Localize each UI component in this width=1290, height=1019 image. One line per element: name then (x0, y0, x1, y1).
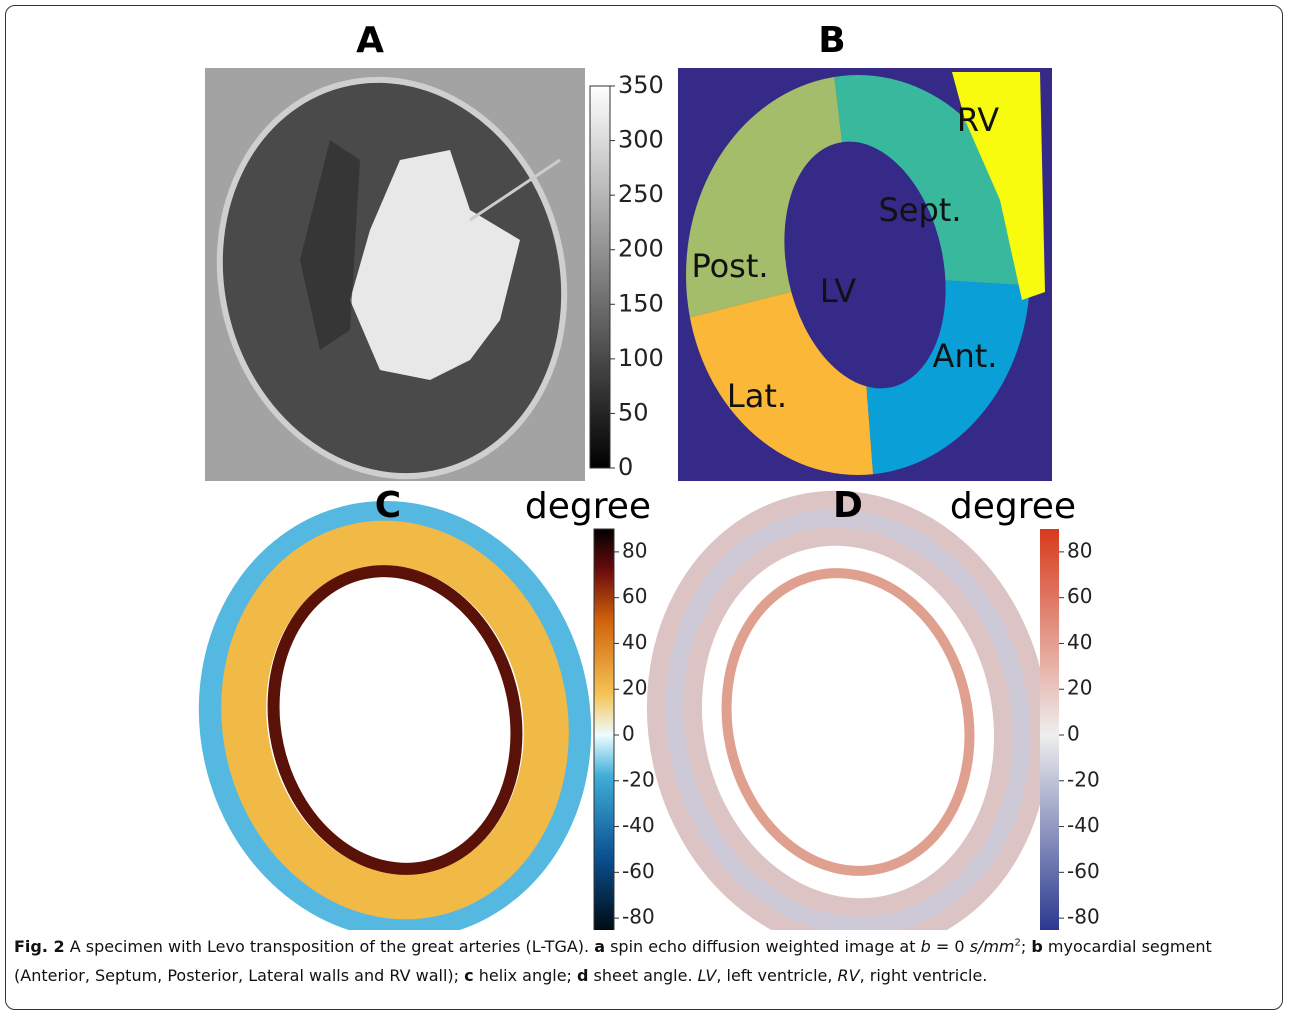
caption-run: b (920, 937, 931, 956)
tick-label: 50 (618, 398, 649, 426)
caption-run: ; (1020, 937, 1032, 956)
tick-label: 40 (1067, 630, 1092, 654)
figure-frame (5, 5, 1283, 1010)
tick-label: -40 (622, 813, 655, 837)
tick-label: 200 (618, 235, 664, 263)
panel-b-image (678, 68, 1052, 481)
caption-run: LV (697, 966, 717, 985)
caption-run: sheet angle. (588, 966, 698, 985)
caption-run: A specimen with Levo transposition of th… (64, 937, 595, 956)
tick-label: -20 (1067, 767, 1100, 791)
caption-run: , left ventricle, (716, 966, 838, 985)
colorbar-a (589, 85, 611, 469)
segment-label: Post. (691, 247, 768, 285)
tick-label: 150 (618, 289, 664, 317)
caption-run: 2 (1014, 937, 1021, 949)
tick-label: 60 (622, 584, 647, 608)
segment-label: Ant. (933, 337, 998, 375)
colorbar-d (1040, 529, 1059, 930)
caption-run: RV (837, 966, 860, 985)
caption-run: a (594, 937, 605, 956)
caption-run: s/mm (969, 937, 1015, 956)
tick-label: 100 (618, 344, 664, 372)
caption-run: Fig. 2 (14, 937, 65, 956)
tick-label: 250 (618, 180, 664, 208)
panel-label: A (356, 20, 384, 61)
tick-label: -80 (622, 905, 655, 929)
segment-label: Sept. (878, 191, 961, 229)
segment-label: Lat. (727, 377, 787, 415)
colorbar-title: degree (950, 486, 1076, 527)
colorbar-c (593, 528, 615, 930)
tick-label: 20 (622, 676, 647, 700)
panel-d-image (646, 490, 1050, 930)
tick-label: 60 (1067, 584, 1092, 608)
caption-run: spin echo diffusion weighted image at (605, 937, 921, 956)
caption-run: myocardial segment (Anterior, Septum, Po… (14, 937, 1212, 985)
tick-label: 20 (1067, 676, 1092, 700)
segment-label: LV (820, 272, 856, 310)
caption-run: , right ventricle. (859, 966, 988, 985)
tick-label: 350 (618, 71, 664, 99)
caption: Fig. 2 A specimen with Levo transpositio… (14, 932, 1276, 990)
tick-label: 0 (1067, 722, 1080, 746)
tick-label: 40 (622, 630, 647, 654)
tick-label: 0 (618, 453, 633, 481)
caption-run: d (577, 966, 589, 985)
panel-a-image (205, 68, 585, 481)
tick-label: -60 (622, 859, 655, 883)
panel-label: B (818, 20, 845, 61)
caption-run: = 0 (930, 937, 970, 956)
segment-label: RV (957, 101, 999, 139)
panel-label: C (375, 485, 401, 526)
tick-label: 0 (622, 722, 635, 746)
tick-label: -80 (1067, 905, 1100, 929)
panel-c-image (198, 501, 592, 930)
caption-run: helix angle; (473, 966, 578, 985)
caption-run: b (1031, 937, 1043, 956)
tick-label: 80 (1067, 538, 1092, 562)
tick-label: -60 (1067, 859, 1100, 883)
tick-label: 80 (622, 538, 647, 562)
tick-label: -20 (622, 767, 655, 791)
colorbar-title: degree (525, 486, 651, 527)
caption-run: c (464, 966, 474, 985)
tick-label: 300 (618, 126, 664, 154)
panel-label: D (833, 485, 863, 526)
figure: A B C D degree degree 050100150200250300… (198, 20, 1100, 930)
tick-label: -40 (1067, 813, 1100, 837)
